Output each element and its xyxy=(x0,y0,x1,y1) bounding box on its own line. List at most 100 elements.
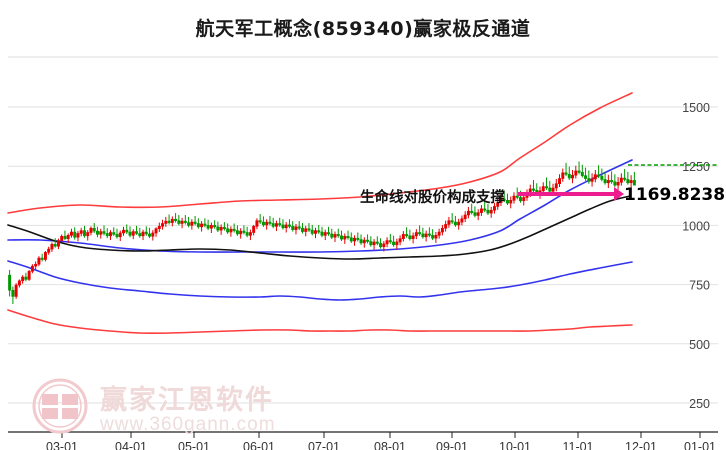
x-axis-tick-label: 05-01 xyxy=(178,440,210,450)
candle-body xyxy=(401,234,405,239)
annotation-label: 生命线对股价构成支撑 xyxy=(360,190,505,206)
candle-body xyxy=(346,235,350,239)
candle-body xyxy=(203,223,207,226)
candle-body xyxy=(157,226,161,230)
candle-body xyxy=(320,231,324,236)
candle-body xyxy=(499,198,503,203)
candle-body xyxy=(362,239,366,244)
candle-body xyxy=(69,231,73,236)
candle-body xyxy=(138,233,142,237)
candle-body xyxy=(473,212,477,216)
candle-body xyxy=(135,231,139,234)
candle-body xyxy=(587,178,591,182)
candle-body xyxy=(73,231,77,238)
candle-body xyxy=(300,227,304,232)
candle-body xyxy=(21,276,25,282)
candle-body xyxy=(470,210,474,213)
candle-body xyxy=(226,228,230,233)
candle-body xyxy=(515,195,519,198)
candle-body xyxy=(496,202,500,207)
candle-body xyxy=(564,172,568,175)
candle-body xyxy=(522,197,526,202)
candle-body xyxy=(584,175,588,179)
candle-body xyxy=(597,174,601,177)
candle-body xyxy=(626,179,630,184)
candle-body xyxy=(590,178,594,182)
candle-body xyxy=(96,230,99,235)
candle-body xyxy=(444,224,448,229)
candle-body xyxy=(183,220,187,223)
candle-body xyxy=(457,221,461,226)
candle-body xyxy=(82,230,86,237)
candle-body xyxy=(76,233,80,238)
candle-body xyxy=(47,248,51,253)
candle-body xyxy=(509,199,513,204)
candle-body xyxy=(89,227,93,233)
candle-body xyxy=(502,198,506,201)
candle-body xyxy=(492,206,496,211)
candle-body xyxy=(268,221,272,224)
candle-body xyxy=(40,257,44,260)
candle-body xyxy=(541,186,545,192)
candle-body xyxy=(561,172,565,179)
candle-body xyxy=(476,212,480,216)
x-axis-tick-label: 06-01 xyxy=(243,440,275,450)
candle-body xyxy=(532,188,535,191)
candle-body xyxy=(395,241,399,246)
candle-body xyxy=(229,228,233,233)
y-axis-tick-label: 500 xyxy=(689,338,710,352)
y-axis-tick-label: 1250 xyxy=(682,160,710,174)
candle-body xyxy=(219,226,223,231)
x-axis-tick-label: 07-01 xyxy=(308,440,340,450)
x-axis-tick-label: 08-01 xyxy=(374,440,406,450)
candle-body xyxy=(333,234,337,238)
annotation-arrow-head xyxy=(614,187,624,201)
candle-body xyxy=(79,230,83,234)
candle-body xyxy=(545,186,548,189)
candle-body xyxy=(167,220,171,223)
candle-body xyxy=(144,231,148,235)
candle-body xyxy=(418,232,422,235)
candle-body xyxy=(388,240,392,243)
candle-body xyxy=(414,232,418,237)
candle-body xyxy=(408,235,412,239)
y-axis-tick-label: 250 xyxy=(689,397,710,411)
candle-body xyxy=(164,220,168,224)
candle-body xyxy=(271,223,275,227)
candle-body xyxy=(115,234,119,238)
candle-body xyxy=(505,199,509,204)
candle-body xyxy=(245,232,249,236)
candle-body xyxy=(242,230,246,233)
candle-body xyxy=(567,173,571,179)
candle-body xyxy=(278,223,282,226)
candle-body xyxy=(327,232,330,235)
candle-body xyxy=(261,221,265,226)
candle-body xyxy=(170,218,174,223)
candle-body xyxy=(11,289,15,297)
candle-body xyxy=(209,225,213,229)
candle-body xyxy=(379,243,383,248)
candle-body xyxy=(66,235,70,239)
candle-body xyxy=(405,234,409,237)
candle-body xyxy=(600,175,604,180)
candle-body xyxy=(50,244,54,250)
candle-body xyxy=(161,223,165,227)
candle-body xyxy=(411,235,415,239)
x-axis-tick-label: 04-01 xyxy=(115,440,147,450)
candle-body xyxy=(8,274,12,291)
candle-body xyxy=(122,229,125,234)
candle-body xyxy=(616,182,620,186)
candle-body xyxy=(102,231,106,234)
candle-body xyxy=(486,209,490,214)
candle-body xyxy=(222,226,226,230)
candle-body xyxy=(56,240,60,247)
candle-body xyxy=(141,231,145,237)
x-axis-tick-label: 03-01 xyxy=(46,440,78,450)
candle-body xyxy=(34,263,38,267)
candle-body xyxy=(619,177,623,183)
candle-body xyxy=(424,233,428,238)
candle-body xyxy=(99,231,103,235)
candle-body xyxy=(554,183,558,189)
